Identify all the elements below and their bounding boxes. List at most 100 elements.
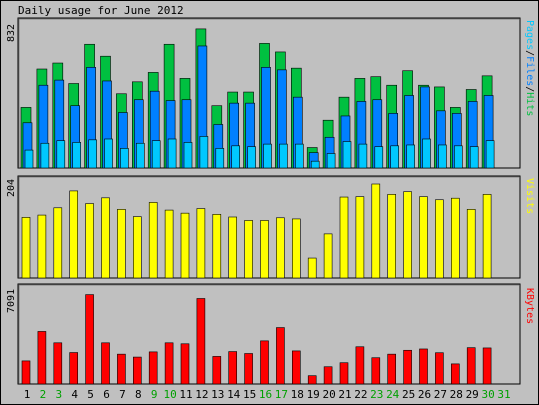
visits-bar-day-28 xyxy=(450,197,460,279)
x-label-day-29: 29 xyxy=(466,388,479,401)
kbytes-bar-day-1 xyxy=(21,360,31,385)
legend-pages: Pages xyxy=(524,20,535,51)
visits-bar-day-30 xyxy=(482,194,492,279)
x-label-day-30: 30 xyxy=(481,388,494,401)
x-label-day-16: 16 xyxy=(259,388,272,401)
kbytes-bar-day-20 xyxy=(323,366,333,385)
x-label-day-18: 18 xyxy=(291,388,304,401)
pages-bar-day-28 xyxy=(453,145,463,169)
visits-bar-day-26 xyxy=(419,196,428,279)
visits-bar-day-18 xyxy=(291,218,301,279)
visits-bar-day-29 xyxy=(466,209,476,279)
pages-bar-day-3 xyxy=(56,140,66,169)
kbytes-bar-day-28 xyxy=(450,363,460,385)
x-label-day-26: 26 xyxy=(418,388,431,401)
visits-bar-day-14 xyxy=(228,216,237,279)
kbytes-bar-day-30 xyxy=(482,347,492,385)
x-label-day-11: 11 xyxy=(179,388,192,401)
legend-top: Pages/Files/Hits xyxy=(524,20,535,116)
visits-bar-day-3 xyxy=(53,207,63,279)
chart-title: Daily usage for June 2012 xyxy=(18,4,184,17)
pages-bar-day-2 xyxy=(40,142,50,169)
pages-bar-day-4 xyxy=(72,142,81,169)
x-label-day-20: 20 xyxy=(322,388,335,401)
kbytes-bar-day-22 xyxy=(355,346,365,385)
kbytes-bar-day-16 xyxy=(260,340,269,385)
visits-bar-day-2 xyxy=(37,214,47,279)
kbytes-bar-day-7 xyxy=(117,353,126,385)
top-panel-max-label: 832 xyxy=(6,23,17,42)
x-label-day-8: 8 xyxy=(135,388,142,401)
visits-bar-day-16 xyxy=(260,220,269,279)
x-label-day-5: 5 xyxy=(87,388,94,401)
pages-bar-day-27 xyxy=(438,144,447,169)
pages-bar-day-15 xyxy=(247,146,256,169)
pages-bar-day-30 xyxy=(485,140,495,169)
x-label-day-14: 14 xyxy=(227,388,241,401)
pages-bar-day-14 xyxy=(231,145,240,169)
visits-bar-day-20 xyxy=(323,233,333,279)
kbytes-bar-day-18 xyxy=(291,350,301,385)
pages-bar-day-6 xyxy=(104,138,113,169)
legend-kbytes: KBytes xyxy=(524,288,535,325)
visits-bar-day-8 xyxy=(133,216,142,279)
x-label-day-19: 19 xyxy=(307,388,320,401)
visits-bar-day-13 xyxy=(212,214,222,279)
x-label-day-24: 24 xyxy=(386,388,400,401)
kbytes-bar-day-11 xyxy=(180,343,190,385)
pages-bar-day-20 xyxy=(326,153,336,169)
pages-bar-day-8 xyxy=(136,142,145,169)
pages-bar-day-12 xyxy=(199,136,209,169)
visits-bar-day-12 xyxy=(196,208,206,279)
kbytes-bar-day-10 xyxy=(164,342,174,385)
visits-bar-day-10 xyxy=(164,209,174,279)
x-label-day-9: 9 xyxy=(151,388,158,401)
kbytes-bar-day-8 xyxy=(133,356,142,385)
visits-bar-day-7 xyxy=(117,209,126,279)
visits-bar-day-17 xyxy=(276,217,285,279)
kbytes-bar-day-23 xyxy=(371,357,381,385)
visits-bar-day-27 xyxy=(435,199,444,279)
kbytes-bar-day-21 xyxy=(339,362,349,385)
x-label-day-6: 6 xyxy=(103,388,110,401)
x-label-day-13: 13 xyxy=(211,388,224,401)
x-label-day-10: 10 xyxy=(163,388,176,401)
pages-bar-day-5 xyxy=(88,139,97,169)
pages-bar-day-23 xyxy=(374,146,384,169)
x-label-day-31: 31 xyxy=(497,388,510,401)
kbytes-bar-day-4 xyxy=(69,352,78,385)
pages-bar-day-1 xyxy=(24,149,34,169)
kbytes-bar-day-6 xyxy=(101,342,110,385)
kbytes-bar-day-26 xyxy=(419,348,428,385)
legend-hits: Hits xyxy=(524,92,535,117)
visits-bar-day-19 xyxy=(307,257,317,279)
pages-bar-day-7 xyxy=(120,148,129,169)
legend-visits: Visits xyxy=(524,178,535,215)
x-label-day-28: 28 xyxy=(450,388,463,401)
visits-bar-day-15 xyxy=(244,220,253,279)
x-label-day-23: 23 xyxy=(370,388,383,401)
kbytes-bar-day-27 xyxy=(435,352,444,385)
pages-bar-day-10 xyxy=(167,138,177,169)
x-label-day-25: 25 xyxy=(402,388,415,401)
kbytes-bar-day-2 xyxy=(37,331,47,385)
kbytes-bar-day-29 xyxy=(466,347,476,385)
pages-bar-day-13 xyxy=(215,148,225,169)
pages-bar-day-16 xyxy=(263,143,272,169)
kbytes-bar-day-3 xyxy=(53,342,63,385)
x-label-day-15: 15 xyxy=(243,388,256,401)
legend-files: Files xyxy=(524,56,535,87)
pages-bar-day-9 xyxy=(151,140,161,169)
visits-bar-day-1 xyxy=(21,217,31,279)
bottom-panel-max-label: 7091 xyxy=(6,288,17,313)
pages-bar-day-26 xyxy=(422,138,431,169)
pages-bar-day-19 xyxy=(310,160,320,169)
pages-bar-day-24 xyxy=(390,145,400,169)
kbytes-bar-day-14 xyxy=(228,351,237,385)
pages-bar-day-18 xyxy=(294,143,304,169)
x-label-day-17: 17 xyxy=(275,388,288,401)
visits-bar-day-9 xyxy=(148,202,158,279)
kbytes-bar-day-24 xyxy=(387,353,397,385)
visits-bar-day-4 xyxy=(69,190,78,279)
